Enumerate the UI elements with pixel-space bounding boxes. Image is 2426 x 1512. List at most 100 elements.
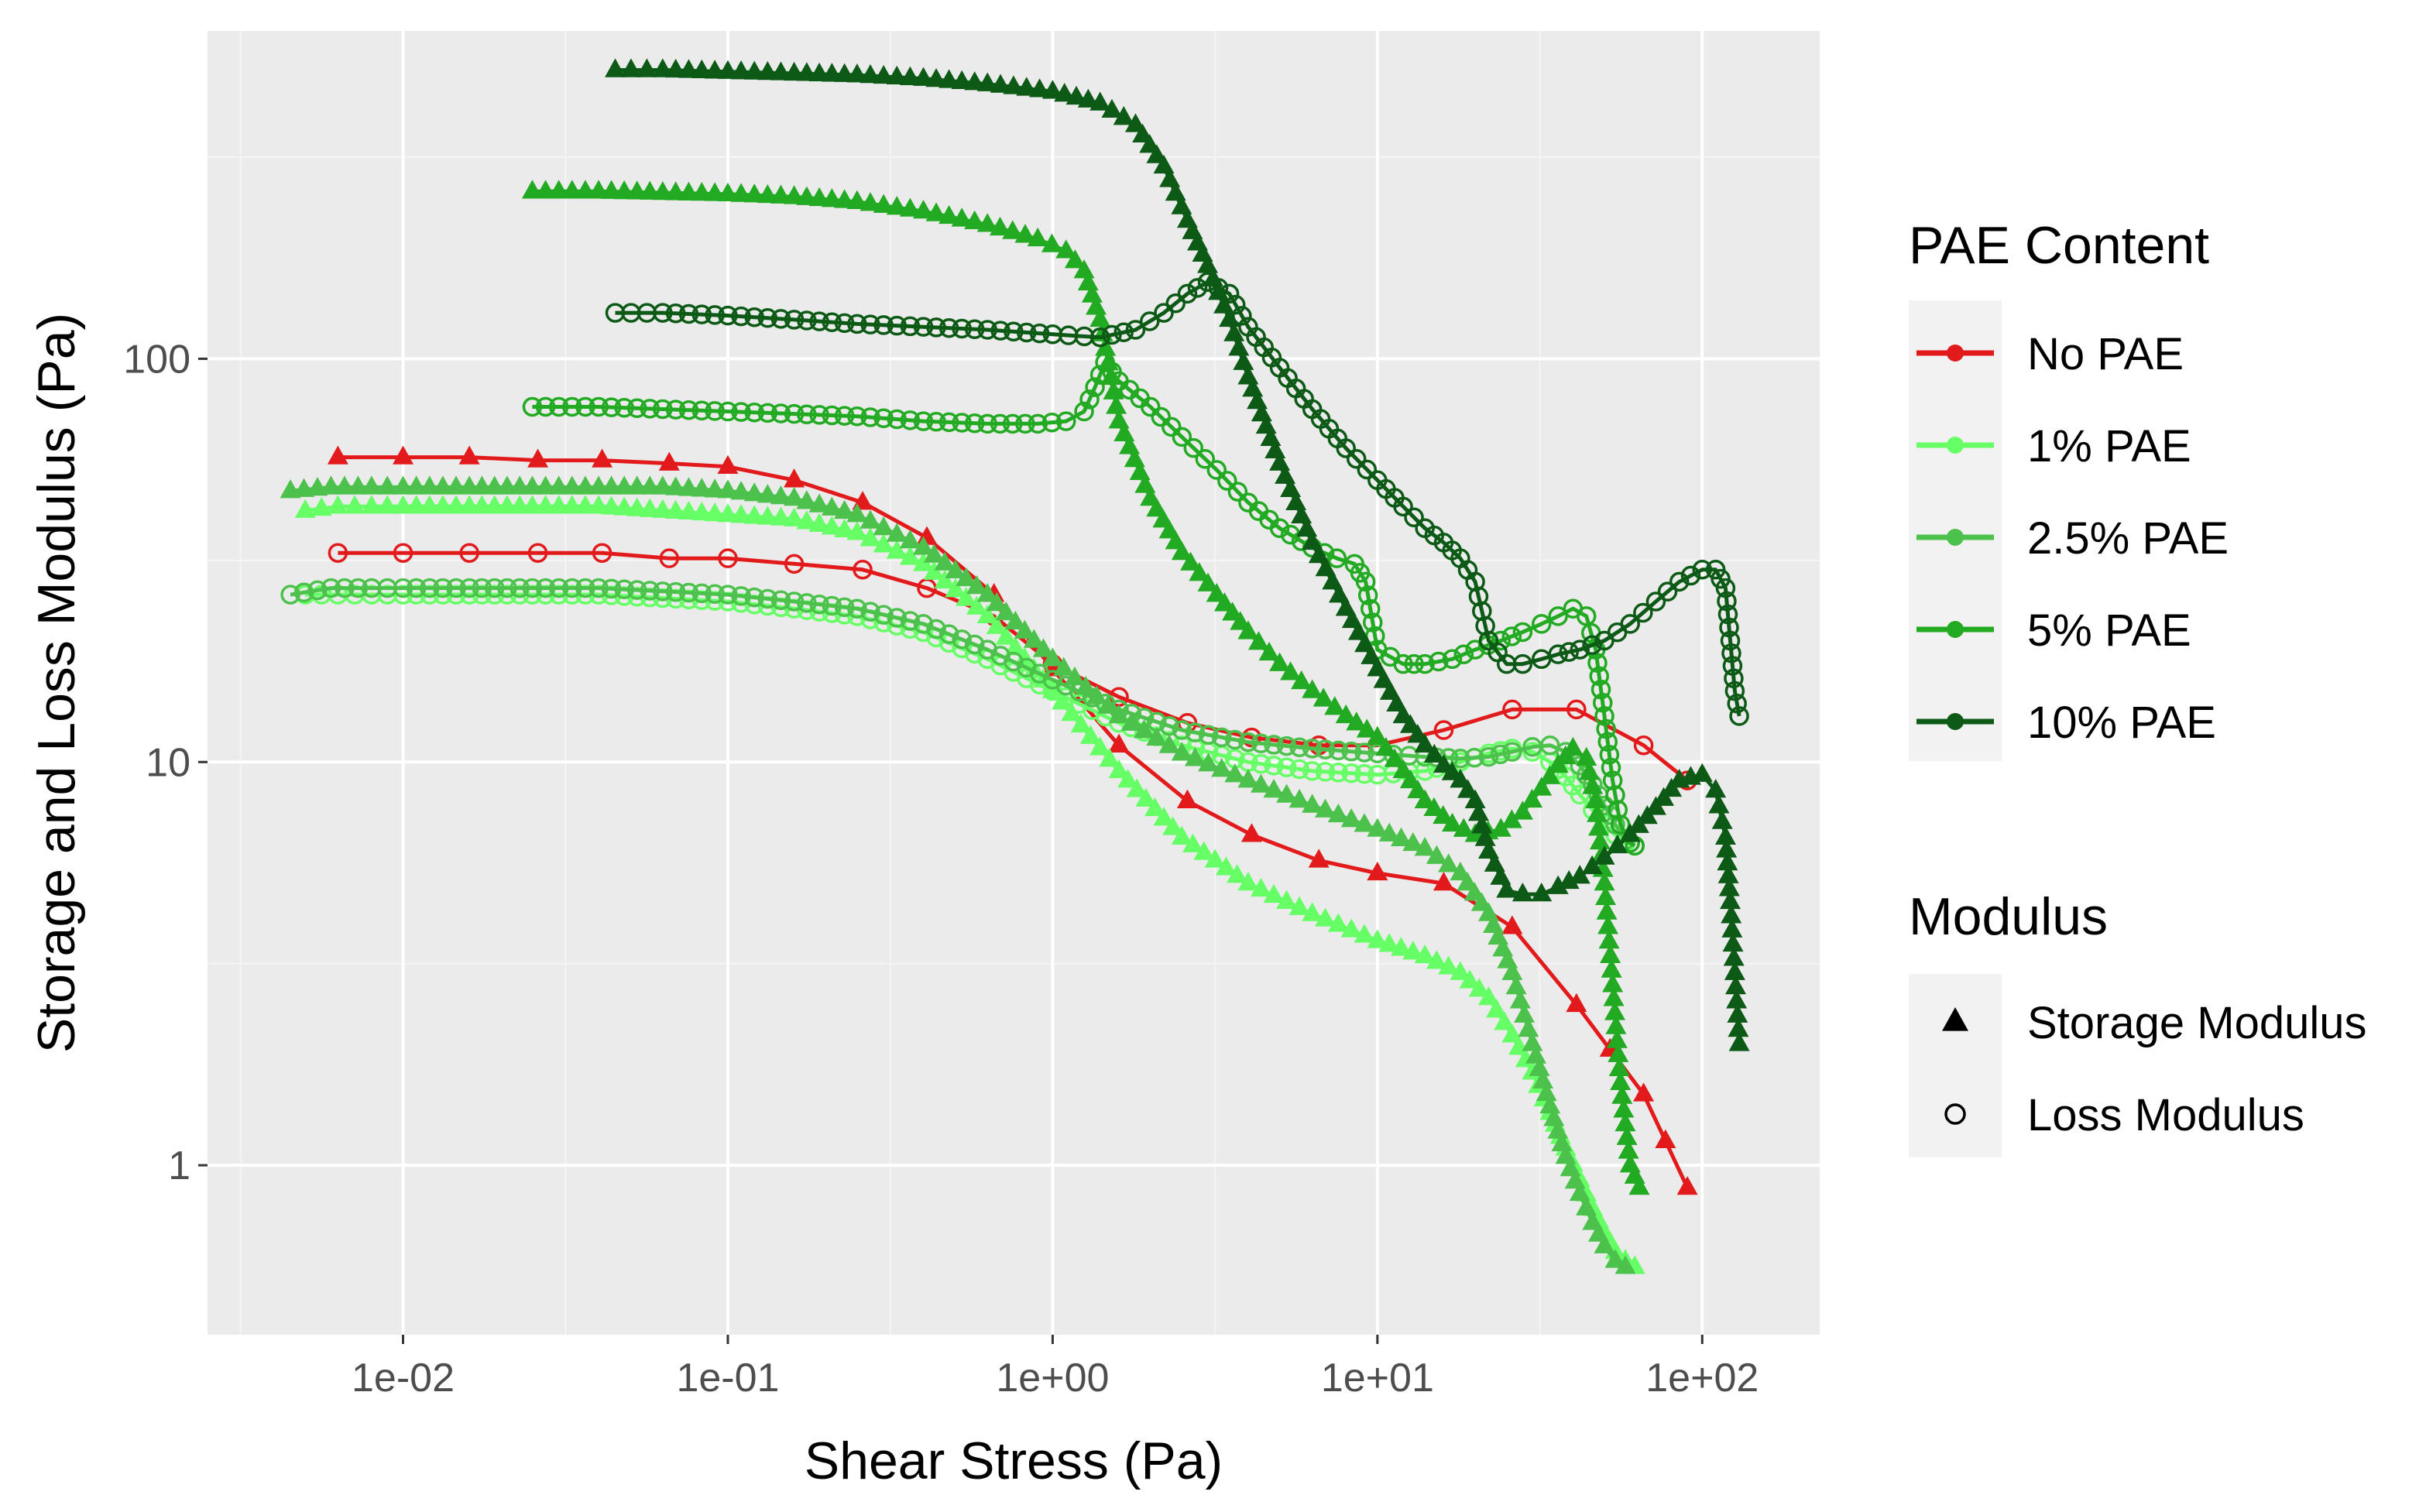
series-point-triangle xyxy=(1490,866,1512,885)
series-point-circle xyxy=(1355,571,1376,592)
series-point-triangle xyxy=(1414,837,1436,856)
series-point-triangle xyxy=(294,499,316,518)
series-point-triangle xyxy=(1055,239,1077,259)
series-point-triangle xyxy=(1182,833,1204,852)
legend-key-dot xyxy=(1947,529,1964,546)
series-point-circle xyxy=(1151,406,1171,427)
series-point-triangle xyxy=(1569,865,1590,884)
series-point-circle xyxy=(797,404,817,424)
series-point-triangle xyxy=(691,478,712,497)
series-point-triangle xyxy=(886,540,908,559)
series-point-circle xyxy=(626,580,647,600)
series-point-circle xyxy=(1464,747,1484,768)
series-point-circle xyxy=(1582,635,1602,656)
series-point-circle xyxy=(1029,323,1050,344)
series-point-circle xyxy=(1269,518,1290,539)
series-point-circle xyxy=(1566,699,1587,720)
series-point-circle xyxy=(1692,560,1713,580)
series-point-circle xyxy=(1593,693,1613,713)
series-point-circle xyxy=(926,619,946,639)
series-point-circle xyxy=(860,407,880,427)
series-point-circle xyxy=(1490,744,1511,765)
series-point-triangle xyxy=(521,475,543,495)
series-point-triangle xyxy=(406,475,427,495)
y-tick-label: 100 xyxy=(123,337,190,382)
legend-item-p5: 5% PAE xyxy=(1916,605,2191,656)
series-point-circle xyxy=(1502,742,1522,762)
series-point-triangle xyxy=(1003,75,1024,94)
series-point-circle xyxy=(1602,770,1623,790)
series-point-circle xyxy=(1002,413,1023,434)
series-point-circle xyxy=(393,578,413,598)
series-point-triangle xyxy=(743,482,765,502)
series-point-circle xyxy=(1227,482,1248,502)
series-point-circle xyxy=(1041,412,1062,433)
series-point-triangle xyxy=(1308,543,1330,564)
series-point-triangle xyxy=(1501,1023,1523,1043)
legend-key-dot xyxy=(1947,713,1964,730)
series-point-triangle xyxy=(1101,98,1123,118)
series-point-circle xyxy=(952,629,972,650)
series-point-triangle xyxy=(652,475,674,495)
series-point-triangle xyxy=(678,500,699,520)
series-point-circle xyxy=(1085,377,1105,397)
series-point-triangle xyxy=(1288,896,1310,915)
series-point-triangle xyxy=(1014,619,1035,639)
legend-item-loss: Loss Modulus xyxy=(1944,1090,2304,1140)
series-point-triangle xyxy=(1335,704,1357,724)
series-point-circle xyxy=(665,399,686,420)
series-point-triangle xyxy=(575,180,596,199)
series-point-circle xyxy=(990,321,1011,341)
series-point-triangle xyxy=(938,204,960,225)
series-point-circle xyxy=(510,578,530,598)
series-point-circle xyxy=(1442,649,1463,670)
series-point-circle xyxy=(847,598,867,619)
series-point-triangle xyxy=(1153,807,1175,826)
series-point-triangle xyxy=(1547,1119,1569,1139)
series-point-triangle xyxy=(784,486,805,506)
series-point-triangle xyxy=(1501,809,1522,828)
series-point-triangle xyxy=(1162,816,1184,835)
series-point-triangle xyxy=(1414,733,1436,753)
series-point-triangle xyxy=(1224,763,1246,783)
series-point-circle xyxy=(321,578,341,598)
series-point-circle xyxy=(1478,746,1499,767)
series-point-triangle xyxy=(912,67,934,86)
series-point-triangle xyxy=(1518,1017,1539,1037)
series-point-triangle xyxy=(1562,736,1584,756)
series-point-triangle xyxy=(1512,801,1533,820)
series-point-triangle xyxy=(1144,797,1165,817)
series-point-circle xyxy=(797,593,817,613)
series-point-triangle xyxy=(1054,82,1076,102)
series-point-triangle xyxy=(1547,875,1569,894)
legend-label-p1: 1% PAE xyxy=(2027,421,2191,471)
series-point-circle xyxy=(1102,324,1122,345)
series-point-triangle xyxy=(1450,769,1471,788)
series-point-triangle xyxy=(1390,827,1412,847)
series-point-triangle xyxy=(730,183,752,202)
series-point-triangle xyxy=(592,448,613,468)
series-point-triangle xyxy=(561,475,583,495)
series-point-circle xyxy=(1680,565,1701,586)
series-point-triangle xyxy=(1727,1003,1748,1023)
series-point-circle xyxy=(1433,720,1454,740)
series-point-triangle xyxy=(1180,551,1202,571)
series-point-circle xyxy=(393,543,413,563)
series-point-circle xyxy=(497,578,517,598)
series-point-triangle xyxy=(899,66,921,85)
series-point-circle xyxy=(1225,294,1246,315)
series-point-triangle xyxy=(1614,1112,1636,1132)
series-point-triangle xyxy=(1041,647,1063,667)
series-point-triangle xyxy=(1614,1255,1636,1274)
series-point-triangle xyxy=(1016,77,1038,96)
y-tick-label: 1 xyxy=(168,1143,190,1188)
series-point-circle xyxy=(1657,581,1678,602)
series-point-circle xyxy=(1599,745,1620,765)
series-point-triangle xyxy=(1263,883,1285,903)
series-point-triangle xyxy=(923,543,945,563)
series-point-triangle xyxy=(976,213,998,232)
series-point-circle xyxy=(575,578,595,598)
series-point-triangle xyxy=(1095,337,1117,356)
series-point-circle xyxy=(1491,630,1512,651)
series-point-triangle xyxy=(1258,641,1280,661)
